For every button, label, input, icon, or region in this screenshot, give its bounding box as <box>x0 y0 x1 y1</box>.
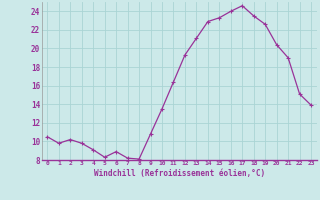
X-axis label: Windchill (Refroidissement éolien,°C): Windchill (Refroidissement éolien,°C) <box>94 169 265 178</box>
